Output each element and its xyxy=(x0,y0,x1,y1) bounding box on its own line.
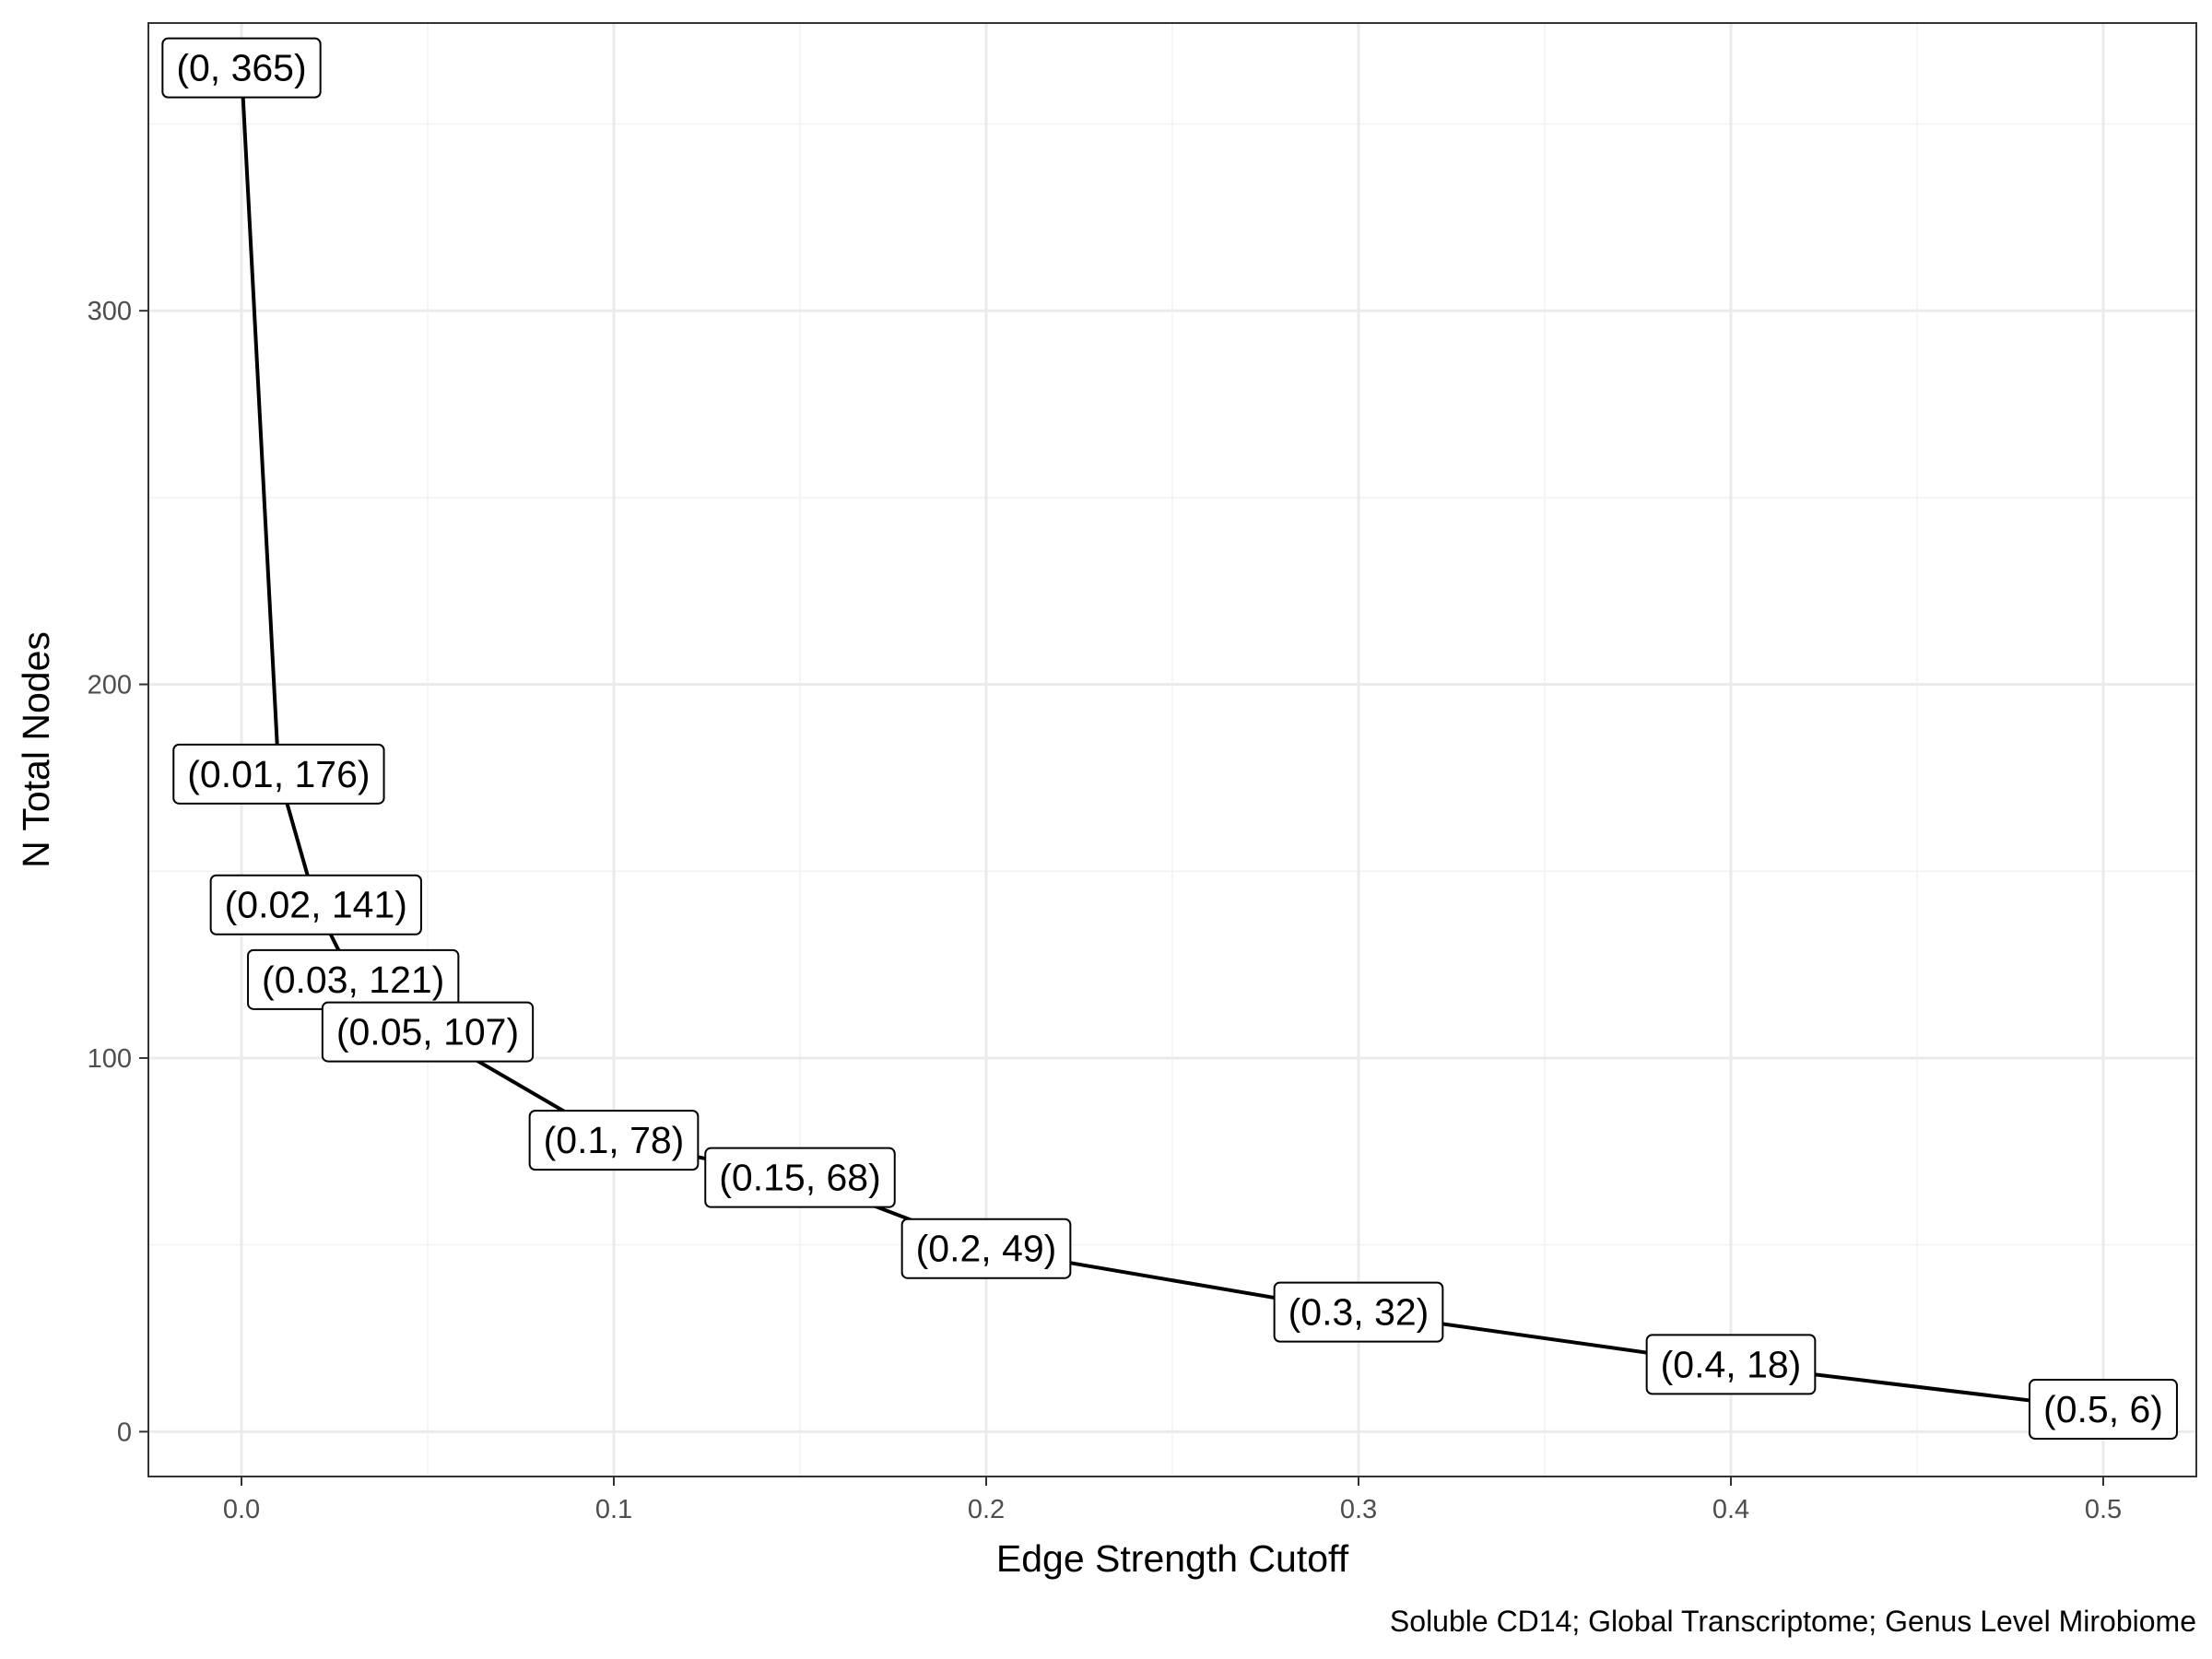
data-label-text: (0.1, 78) xyxy=(544,1119,685,1161)
data-label: (0.15, 68) xyxy=(704,1147,896,1208)
x-axis: 0.0 0.1 0.2 0.3 0.4 0.5 xyxy=(223,1477,2122,1524)
data-label-text: (0.01, 176) xyxy=(187,753,370,795)
x-tick-label: 0.3 xyxy=(1340,1495,1377,1524)
data-label-text: (0.3, 32) xyxy=(1288,1291,1430,1334)
y-tick-label: 100 xyxy=(88,1044,132,1074)
data-label: (0.3, 32) xyxy=(1273,1281,1444,1343)
data-label: (0.03, 121) xyxy=(247,948,460,1010)
data-label: (0.5, 6) xyxy=(2029,1379,2178,1441)
data-label-text: (0.15, 68) xyxy=(719,1157,881,1199)
data-label-box xyxy=(172,743,385,805)
x-axis-title: Edge Strength Cutoff xyxy=(996,1537,1349,1580)
panel-border xyxy=(147,22,2197,1477)
data-labels: (0, 365) (0.01, 176) (0.02, 141) (0.03, 121… xyxy=(161,37,2178,1441)
data-label: (0, 365) xyxy=(161,37,322,99)
data-label-text: (0.2, 49) xyxy=(916,1228,1057,1270)
data-label: (0.02, 141) xyxy=(209,874,422,935)
data-label-box xyxy=(528,1110,700,1171)
data-label-box xyxy=(209,874,422,935)
y-axis-title: N Total Nodes xyxy=(15,631,57,868)
x-tick-label: 0.1 xyxy=(595,1495,632,1524)
data-label: (0.2, 49) xyxy=(900,1218,1072,1279)
data-label: (0.4, 18) xyxy=(1645,1334,1817,1395)
chart-caption: Soluble CD14; Global Transcriptome; Genu… xyxy=(1390,1605,2196,1638)
y-tick-label: 0 xyxy=(117,1418,132,1447)
data-label-box xyxy=(2029,1379,2178,1441)
data-label-text: (0, 365) xyxy=(176,47,306,89)
data-label: (0.05, 107) xyxy=(321,1001,535,1063)
y-axis: 0 100 200 300 xyxy=(88,297,148,1447)
data-label-box xyxy=(161,37,322,99)
data-label-text: (0.02, 141) xyxy=(225,884,407,926)
x-tick-label: 0.0 xyxy=(223,1495,260,1524)
data-label-box xyxy=(321,1001,535,1063)
x-tick-label: 0.5 xyxy=(2085,1495,2122,1524)
y-tick-label: 200 xyxy=(88,671,132,700)
data-label-text: (0.4, 18) xyxy=(1661,1343,1802,1385)
data-label: (0.1, 78) xyxy=(528,1110,700,1171)
data-label-box xyxy=(1273,1281,1444,1343)
x-tick-label: 0.4 xyxy=(1712,1495,1749,1524)
data-label-text: (0.05, 107) xyxy=(336,1011,519,1053)
data-label-text: (0.5, 6) xyxy=(2043,1388,2163,1430)
x-tick-label: 0.2 xyxy=(968,1495,1005,1524)
data-label: (0.01, 176) xyxy=(172,743,385,805)
data-label-box xyxy=(704,1147,896,1208)
data-label-box xyxy=(1645,1334,1817,1395)
data-label-box xyxy=(900,1218,1072,1279)
data-label-text: (0.03, 121) xyxy=(262,959,444,1001)
y-tick-label: 300 xyxy=(88,297,132,326)
grid xyxy=(148,23,2196,1477)
